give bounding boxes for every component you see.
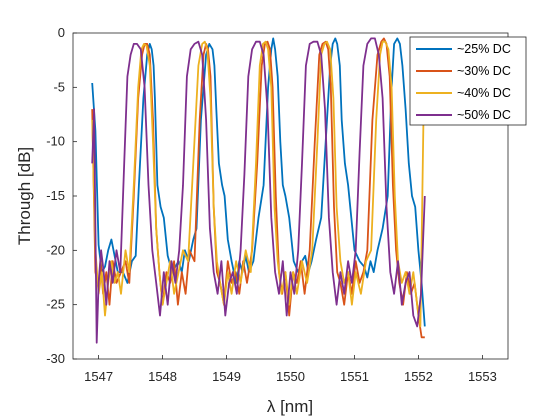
y-axis: 0 -5 -10 -15 -20 -25 -30 bbox=[46, 25, 77, 366]
series-line bbox=[91, 40, 425, 328]
x-tick-label: 1552 bbox=[404, 369, 433, 384]
x-tick-label: 1547 bbox=[84, 369, 113, 384]
y-tick-label: -25 bbox=[46, 297, 65, 312]
y-tick-label: -15 bbox=[46, 188, 65, 203]
series-line bbox=[91, 37, 425, 339]
legend: ~25% DC ~30% DC ~40% DC ~50% DC bbox=[409, 36, 527, 126]
x-tick-label: 1548 bbox=[148, 369, 177, 384]
series-line bbox=[91, 37, 426, 327]
series-layer bbox=[91, 37, 426, 344]
series-line bbox=[91, 37, 426, 344]
x-tick-label: 1550 bbox=[276, 369, 305, 384]
legend-label: ~40% DC bbox=[457, 86, 511, 100]
legend-label: ~30% DC bbox=[457, 64, 511, 78]
y-tick-label: -20 bbox=[46, 242, 65, 257]
x-tick-label: 1549 bbox=[212, 369, 241, 384]
legend-label: ~50% DC bbox=[457, 108, 511, 122]
x-axis: 1547 1548 1549 1550 1551 1552 1553 bbox=[84, 355, 497, 384]
y-tick-label: -30 bbox=[46, 351, 65, 366]
y-tick-label: -5 bbox=[53, 79, 65, 94]
legend-box bbox=[409, 36, 527, 126]
y-tick-label: 0 bbox=[58, 25, 65, 40]
x-axis-label: λ [nm] bbox=[267, 397, 313, 416]
x-tick-label: 1553 bbox=[468, 369, 497, 384]
y-tick-label: -10 bbox=[46, 134, 65, 149]
y-axis-label: Through [dB] bbox=[15, 147, 34, 245]
legend-label: ~25% DC bbox=[457, 42, 511, 56]
x-tick-label: 1551 bbox=[340, 369, 369, 384]
